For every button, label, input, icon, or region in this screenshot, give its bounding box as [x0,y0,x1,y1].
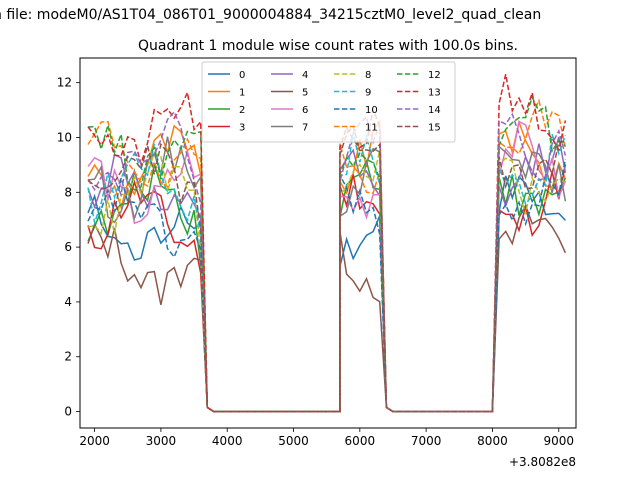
x-tick-label: 3000 [146,434,177,448]
axes-frame [79,57,577,429]
y-tick-label: 6 [64,240,72,254]
x-offset-label: +3.8082e8 [509,455,576,469]
plot-area [87,74,567,413]
x-tick-label: 6000 [345,434,376,448]
legend-label-6: 6 [302,105,308,116]
y-tick-label: 2 [64,350,72,364]
legend-label-10: 10 [365,105,378,116]
legend-label-12: 12 [428,70,441,81]
y-tick-label: 12 [57,76,72,90]
legend-label-15: 15 [428,123,441,134]
x-tick-label: 2000 [79,434,110,448]
legend-label-9: 9 [365,88,371,99]
legend-label-14: 14 [428,105,441,116]
legend-label-1: 1 [239,88,245,99]
legend-label-0: 0 [239,70,245,81]
y-tick-label: 8 [64,185,72,199]
legend-box [201,61,456,143]
x-tick-label: 8000 [477,434,508,448]
legend-label-8: 8 [365,70,371,81]
figure-suptitle: n file: modeM0/AS1T04_086T01_9000004884_… [0,7,541,23]
legend-label-4: 4 [302,70,308,81]
legend-label-3: 3 [239,123,245,134]
legend-label-2: 2 [239,105,245,116]
legend-label-11: 11 [365,123,378,134]
x-tick-label: 9000 [543,434,574,448]
y-tick-label: 10 [57,130,72,144]
legend-label-5: 5 [302,88,308,99]
chart-title: Quadrant 1 module wise count rates with … [138,38,518,54]
x-tick-label: 5000 [278,434,309,448]
x-tick-label: 7000 [411,434,442,448]
y-axis: 0 2 4 6 8 10 12 [57,76,80,419]
y-tick-label: 0 [64,405,72,419]
x-axis: 2000 3000 4000 5000 6000 7000 8000 9000 [79,428,574,448]
series-line-15 [87,124,566,413]
x-tick-label: 4000 [212,434,243,448]
legend-label-13: 13 [428,88,441,99]
y-tick-label: 4 [64,295,72,309]
legend-label-7: 7 [302,123,308,134]
